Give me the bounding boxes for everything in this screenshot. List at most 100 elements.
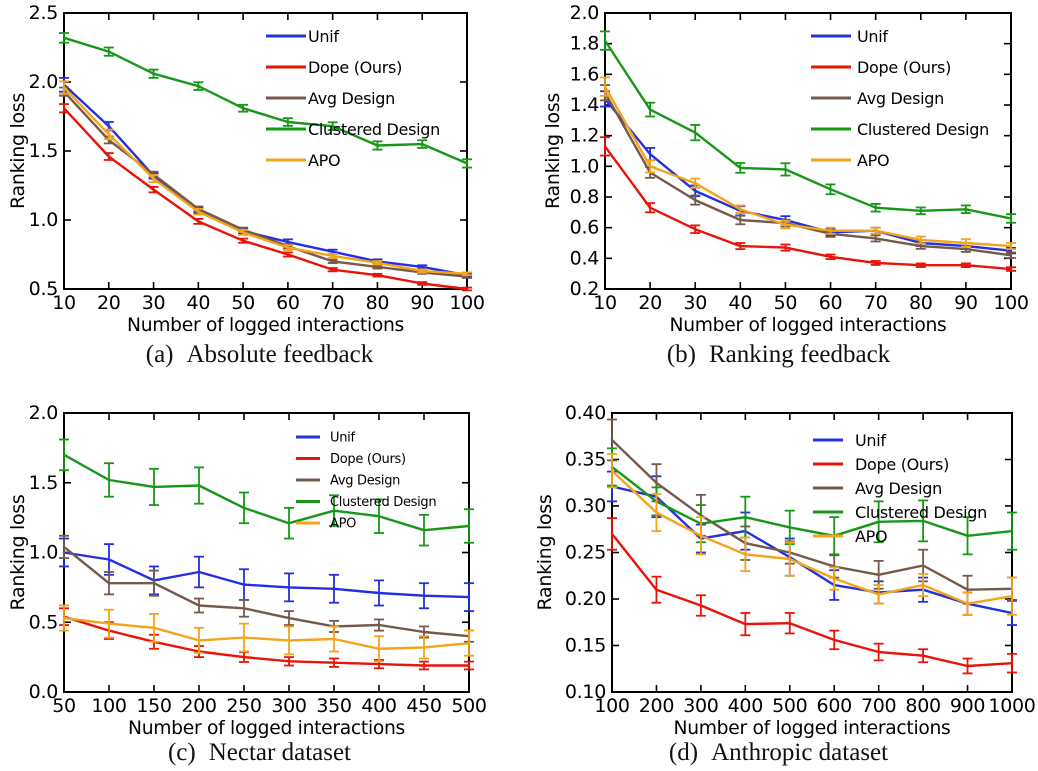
legend-label: Avg Design (330, 474, 400, 489)
series-apo (607, 453, 1017, 616)
x-tick-label: 30 (683, 292, 707, 314)
y-tick-label: 0.2 (570, 278, 599, 300)
chart-b-ranking-feedback: 10 20 30 40 50 60 70 80 90 100 0.2 0.4 0.6 0.8 1.0 1.2 1… (542, 2, 1029, 336)
caption-b-text: Ranking feedback (708, 341, 891, 368)
y-tick-label: 0.5 (29, 611, 58, 633)
panel-d-anthropic-dataset: 100 200 300 400 500 600 700 800 900 1000 0.10 0.15 0… (519, 380, 1038, 771)
x-tick-label: 900 (950, 695, 985, 717)
y-tick-label: 1.4 (570, 94, 600, 116)
x-axis-label: Number of logged interactions (128, 717, 405, 739)
series-unif (59, 537, 474, 612)
legend-label: Unif (855, 431, 886, 450)
caption-d: (d) Anthropic dataset (519, 738, 1038, 768)
x-tick-label: 50 (231, 292, 255, 314)
legend-label: Clustered Design (857, 120, 989, 139)
y-axis-label: Ranking loss (7, 495, 29, 611)
legend-label: Unif (330, 431, 355, 446)
y-tick-label: 1.0 (570, 155, 599, 177)
caption-b: (b) Ranking feedback (519, 340, 1038, 370)
legend-c: Unif Dope (Ours) Avg Design Clustered Desig… (296, 431, 437, 532)
panel-c-nectar-dataset: 50 100 150 200 250 300 350 400 450 500 0.0 0.5 1.0 1.… (0, 380, 519, 771)
y-tick-label: 1.0 (29, 209, 58, 231)
legend-label: APO (330, 517, 356, 532)
y-tick-label: 2.0 (29, 71, 58, 93)
series-clustered-design (600, 30, 1016, 224)
y-tick-label: 1.2 (570, 125, 599, 147)
x-tick-label: 50 (774, 292, 798, 314)
caption-c-label: (c) (167, 739, 196, 766)
x-tick-label: 80 (366, 292, 390, 314)
y-tick-label: 0.6 (570, 217, 599, 239)
y-tick-label: 0.30 (565, 495, 606, 517)
x-tick-label: 100 (449, 292, 484, 314)
x-tick-label: 100 (594, 695, 629, 717)
caption-a-label: (a) (145, 341, 174, 368)
x-axis-label: Number of logged interactions (674, 717, 951, 739)
axes-box-c (63, 412, 470, 693)
x-tick-label: 300 (683, 695, 718, 717)
y-tick-label: 2.5 (29, 2, 58, 24)
legend-label: Unif (857, 27, 888, 46)
legend-label: Clustered Design (308, 120, 440, 139)
panel-b-ranking-feedback: 10 20 30 40 50 60 70 80 90 100 0.2 0.4 0.6 0.8 1.0 1.2 1… (519, 0, 1038, 380)
x-tick-label: 250 (226, 695, 261, 717)
series-apo (600, 76, 1016, 251)
panel-a-absolute-feedback: 10 20 30 40 50 60 70 80 90 100 0.5 1.0 1.5 2.0 2.5 Numb… (0, 0, 519, 380)
y-tick-label: 0.25 (565, 542, 606, 564)
x-tick-label: 300 (271, 695, 306, 717)
y-tick-label: 2.0 (570, 2, 599, 24)
y-tick-label: 2.0 (29, 402, 58, 424)
legend-label: Avg Design (857, 89, 944, 108)
legend-label: APO (308, 151, 340, 170)
chart-c-nectar-dataset: 50 100 150 200 250 300 350 400 450 500 0.0 0.5 1.0 1.… (7, 402, 487, 739)
y-tick-label: 1.6 (570, 63, 599, 85)
series-unif (607, 470, 1017, 626)
chart-d-anthropic-dataset: 100 200 300 400 500 600 700 800 900 1000 0.10 0.15 0… (534, 402, 1036, 739)
legend-label: Unif (308, 27, 339, 46)
series-clustered-design (59, 438, 474, 547)
x-tick-label: 500 (451, 695, 486, 717)
x-axis-label: Number of logged interactions (127, 314, 404, 336)
x-tick-label: 200 (639, 695, 674, 717)
x-tick-label: 40 (187, 292, 211, 314)
y-tick-label: 0.15 (565, 635, 606, 657)
y-tick-label: 1.5 (29, 140, 58, 162)
legend-label: Dope (Ours) (855, 455, 949, 474)
x-tick-label: 90 (954, 292, 978, 314)
caption-c-text: Nectar dataset (208, 739, 352, 766)
x-tick-label: 1000 (988, 695, 1035, 717)
legend-label: Clustered Design (330, 495, 436, 510)
y-tick-label: 0.4 (570, 247, 600, 269)
y-tick-label: 0.10 (565, 681, 606, 703)
x-tick-label: 150 (136, 695, 171, 717)
x-tick-label: 200 (181, 695, 216, 717)
x-tick-label: 70 (321, 292, 345, 314)
y-axis-label: Ranking loss (534, 495, 556, 611)
caption-d-label: (d) (668, 739, 699, 766)
legend-label: APO (855, 527, 887, 546)
x-tick-label: 400 (361, 695, 396, 717)
legend-label: Dope (Ours) (857, 58, 951, 77)
x-tick-label: 350 (316, 695, 351, 717)
legend-label: Clustered Design (855, 503, 987, 522)
y-axis-label: Ranking loss (542, 93, 564, 209)
axes-box-d (611, 412, 1013, 693)
legend-label: Dope (Ours) (308, 58, 402, 77)
legend-label: Avg Design (308, 89, 395, 108)
x-axis-label: Number of logged interactions (670, 314, 947, 336)
x-tick-label: 800 (905, 695, 940, 717)
y-tick-label: 0.8 (570, 186, 599, 208)
y-axis-label: Ranking loss (7, 93, 29, 209)
series-dope-ours (607, 517, 1017, 675)
x-tick-label: 60 (819, 292, 843, 314)
caption-a: (a) Absolute feedback (0, 340, 519, 370)
y-tick-label: 0.40 (565, 402, 606, 424)
x-tick-label: 400 (728, 695, 763, 717)
x-tick-label: 50 (52, 695, 76, 717)
x-tick-label: 20 (638, 292, 662, 314)
caption-d-text: Anthropic dataset (711, 739, 889, 766)
x-tick-label: 90 (410, 292, 434, 314)
x-tick-label: 500 (772, 695, 807, 717)
legend-label: Avg Design (855, 479, 942, 498)
